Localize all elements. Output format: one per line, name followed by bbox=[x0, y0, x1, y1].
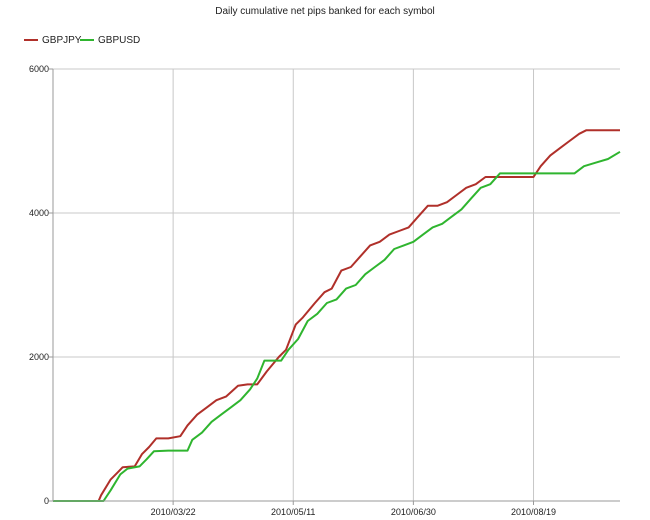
y-tick-label-0: 0 bbox=[44, 496, 49, 506]
y-tick-label-4000: 4000 bbox=[29, 208, 49, 218]
y-tick-label-6000: 6000 bbox=[29, 64, 49, 74]
legend-label-gbpjpy: GBPJPY bbox=[42, 35, 82, 46]
series-lines bbox=[53, 129, 621, 502]
legend: GBPJPY GBPUSD bbox=[24, 35, 140, 46]
x-tick-label-3: 2010/08/19 bbox=[511, 507, 556, 517]
y-tick-label-2000: 2000 bbox=[29, 352, 49, 362]
x-tick-label-2: 2010/06/30 bbox=[391, 507, 436, 517]
legend-label-gbpusd: GBPUSD bbox=[98, 35, 140, 46]
series-line-gbpjpy bbox=[53, 129, 620, 502]
y-axis-ticks: 0 2000 4000 6000 bbox=[29, 64, 49, 506]
x-tick-label-1: 2010/05/11 bbox=[271, 507, 315, 517]
chart-title: Daily cumulative net pips banked for eac… bbox=[215, 6, 435, 17]
series-line-gbpusd bbox=[53, 150, 621, 502]
x-tick-label-0: 2010/03/22 bbox=[151, 507, 196, 517]
x-axis-ticks: 2010/03/22 2010/05/11 2010/06/30 2010/08/19 bbox=[151, 507, 556, 517]
grid bbox=[49, 68, 620, 505]
